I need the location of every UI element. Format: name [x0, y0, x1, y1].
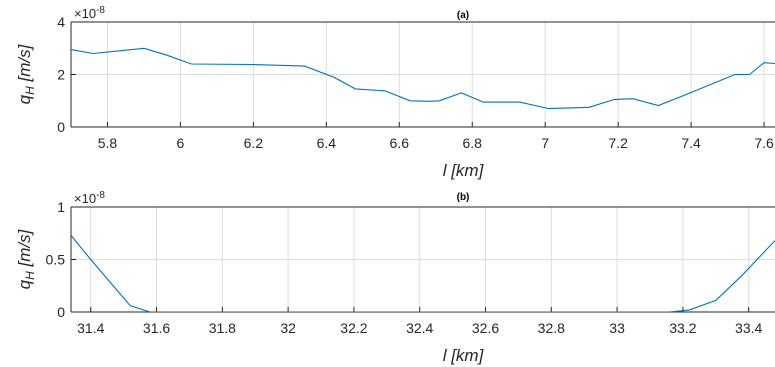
x-tick-label: 6.6 — [390, 135, 410, 151]
x-tick-label: 33.4 — [735, 320, 762, 336]
y-axis-label: qH [m/s] — [15, 43, 37, 104]
x-tick-label: 32.8 — [538, 320, 565, 336]
x-tick-label: 31.8 — [209, 320, 236, 336]
x-tick-label: 32.2 — [340, 320, 367, 336]
x-tick-label: 33.2 — [669, 320, 696, 336]
x-tick-label: 32.6 — [472, 320, 499, 336]
x-tick-label: 5.8 — [98, 135, 118, 151]
y-exponent-label: ×10-8 — [74, 5, 105, 21]
series-line — [71, 235, 775, 312]
y-tick-label: 0 — [57, 304, 65, 320]
x-tick-label: 7.6 — [754, 135, 774, 151]
y-tick-label: 4 — [57, 14, 65, 30]
chart-panel-a: 5.8 6 6.2 6.4 6.6 6.8 7 7.2 7.4 7.6 0 2 4 ×10-8 (a) l [… — [15, 5, 775, 180]
chart-panel-b: 31.4 31.6 31.8 32 32.2 32.4 32.6 32.8 33 33.2 33.4… — [15, 190, 775, 365]
x-tick-label: 7 — [541, 135, 549, 151]
x-tick-label: 31.4 — [77, 320, 104, 336]
y-axis-label: qH [m/s] — [15, 228, 37, 289]
x-tick-label: 6.8 — [463, 135, 483, 151]
chart-title: (b) — [457, 192, 470, 203]
y-tick-label: 1 — [57, 199, 65, 215]
x-tick-label: 32.4 — [406, 320, 433, 336]
x-axis-label: l [km] — [443, 161, 485, 180]
x-tick-label: 6 — [177, 135, 185, 151]
x-tick-label: 6.2 — [244, 135, 264, 151]
chart-title: (a) — [457, 10, 469, 21]
y-tick-label: 0.5 — [46, 252, 66, 268]
y-tick-label: 0 — [57, 119, 65, 135]
series-line — [71, 47, 775, 110]
y-tick-label: 2 — [57, 67, 65, 83]
x-axis-label: l [km] — [443, 346, 485, 365]
x-tick-label: 6.4 — [317, 135, 337, 151]
y-exponent-label: ×10-8 — [74, 190, 105, 206]
x-tick-label: 33 — [609, 320, 625, 336]
x-tick-label: 7.4 — [681, 135, 701, 151]
x-tick-label: 7.2 — [608, 135, 628, 151]
x-tick-label: 32 — [280, 320, 296, 336]
x-tick-label: 31.6 — [143, 320, 170, 336]
